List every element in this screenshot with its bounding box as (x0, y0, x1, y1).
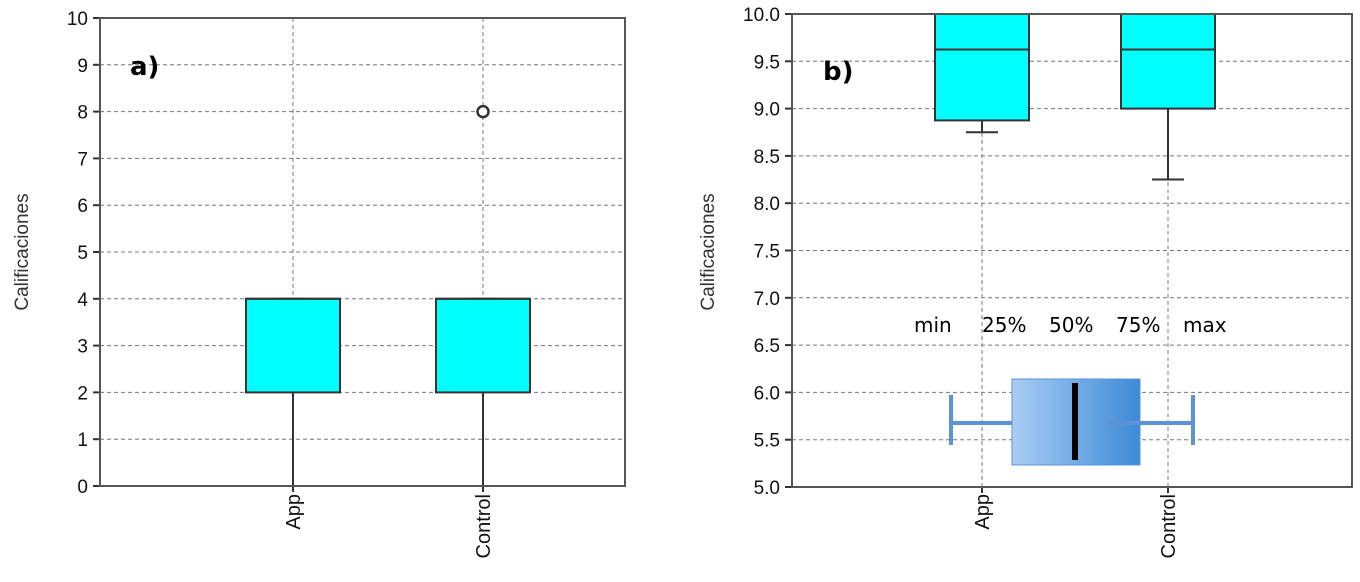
legend-label: max (1183, 313, 1227, 337)
y-tick-label: 9 (77, 56, 88, 77)
y-tick-label: 1 (77, 430, 88, 451)
boxplot-legend: min 25% 50% 75% max (914, 313, 1227, 466)
chart-a-y-axis-label: Calificaciones (12, 193, 33, 310)
y-tick-label: 9.5 (754, 52, 780, 73)
y-tick-label: 8.0 (754, 194, 780, 215)
chart-b-y-axis-label: Calificaciones (698, 193, 719, 310)
chart-a-y-ticks: 0 1 2 3 4 5 6 7 8 9 10 (67, 9, 100, 498)
legend-label: 50% (1049, 313, 1093, 337)
x-category-label: Control (473, 494, 495, 558)
y-tick-label: 7.5 (754, 242, 780, 263)
y-tick-label: 5 (77, 243, 88, 264)
chart-a-boxes (245, 104, 531, 487)
x-category-label: App (283, 494, 305, 530)
y-tick-label: 7 (77, 149, 88, 170)
y-tick-label: 7.0 (754, 289, 780, 310)
x-category-label: App (972, 494, 994, 530)
y-tick-label: 8.5 (754, 147, 780, 168)
box-iqr (1120, 13, 1216, 110)
chart-a: 0 1 2 3 4 5 6 7 8 9 10 App Control Calificaciones a… (12, 9, 626, 558)
y-tick-label: 8 (77, 103, 88, 124)
outlier-point (476, 104, 490, 119)
y-tick-label: 6.5 (754, 336, 780, 357)
y-tick-label: 10.0 (743, 5, 780, 26)
y-tick-label: 6 (77, 196, 88, 217)
chart-b: 5.0 5.5 6.0 6.5 7.0 7.5 8.0 8.5 9.0 9.5 10.0 App Co… (698, 5, 1353, 558)
chart-a-plot-area (99, 17, 626, 487)
box-iqr (435, 297, 531, 394)
chart-b-x-categories: App Control (972, 487, 1180, 558)
chart-a-grid (100, 17, 625, 487)
x-category-label: Control (1158, 494, 1180, 558)
box-iqr (934, 13, 1030, 122)
y-tick-label: 10 (67, 9, 88, 30)
y-tick-label: 3 (77, 337, 88, 358)
y-tick-label: 6.0 (754, 383, 780, 404)
chart-b-panel-label: b) (823, 57, 854, 87)
chart-b-y-ticks: 5.0 5.5 6.0 6.5 7.0 7.5 8.0 8.5 9.0 9.5 10.0 (743, 5, 792, 499)
y-tick-label: 2 (77, 383, 88, 404)
chart-a-x-categories: App Control (283, 486, 495, 558)
y-tick-label: 9.0 (754, 100, 780, 121)
box-iqr (245, 297, 341, 394)
y-tick-label: 0 (77, 477, 88, 498)
chart-b-plot-area (791, 13, 1353, 488)
chart-a-panel-label: a) (130, 52, 159, 82)
y-tick-label: 5.5 (754, 431, 780, 452)
legend-label: min (914, 313, 952, 337)
y-tick-label: 4 (77, 290, 88, 311)
chart-b-boxes (934, 13, 1216, 181)
legend-label: 25% (982, 313, 1026, 337)
y-tick-label: 5.0 (754, 478, 780, 499)
legend-label: 75% (1116, 313, 1160, 337)
